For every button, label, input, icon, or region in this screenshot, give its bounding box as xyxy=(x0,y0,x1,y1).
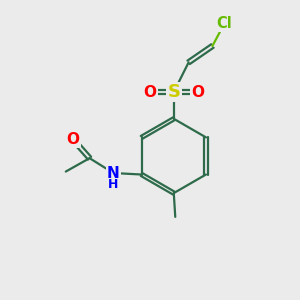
Text: H: H xyxy=(108,178,118,191)
Text: O: O xyxy=(143,85,157,100)
Text: N: N xyxy=(107,166,120,181)
Text: S: S xyxy=(167,83,180,101)
Text: O: O xyxy=(191,85,204,100)
Text: Cl: Cl xyxy=(216,16,232,31)
Text: O: O xyxy=(67,132,80,147)
